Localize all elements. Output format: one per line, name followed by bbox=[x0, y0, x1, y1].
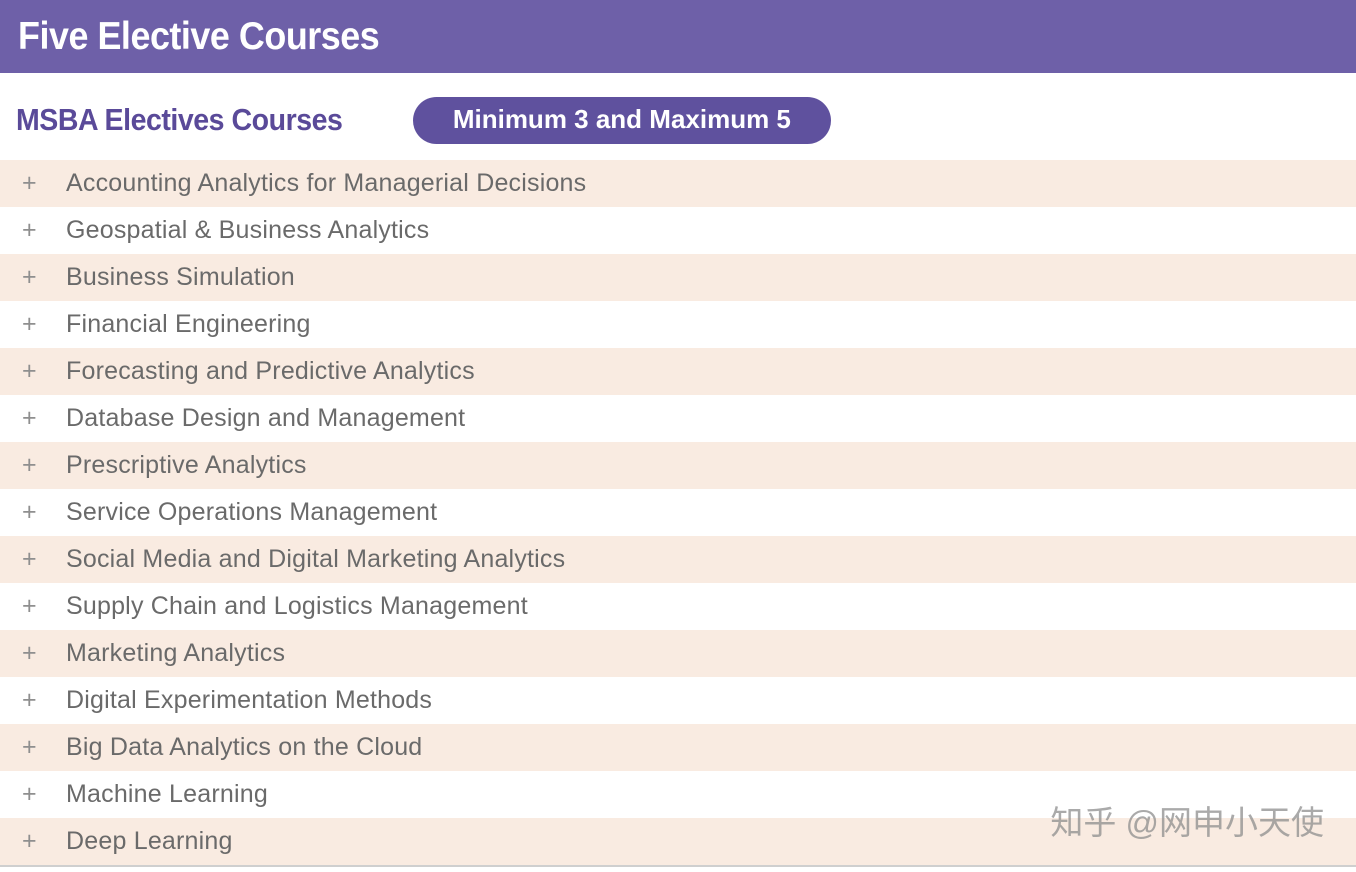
section-header: MSBA Electives Courses Minimum 3 and Max… bbox=[0, 94, 1356, 146]
course-title: Machine Learning bbox=[66, 780, 268, 808]
expand-plus-icon[interactable]: + bbox=[22, 263, 37, 291]
course-title: Database Design and Management bbox=[66, 404, 466, 432]
course-list: + Accounting Analytics for Managerial Dec… bbox=[0, 160, 1356, 867]
page-title: Five Elective Courses bbox=[18, 14, 380, 58]
course-title: Forecasting and Predictive Analytics bbox=[66, 357, 475, 385]
expand-plus-icon[interactable]: + bbox=[22, 686, 37, 714]
course-row[interactable]: + Prescriptive Analytics bbox=[0, 442, 1356, 489]
min-max-badge: Minimum 3 and Maximum 5 bbox=[412, 96, 831, 144]
expand-plus-icon[interactable]: + bbox=[22, 592, 37, 620]
course-title: Geospatial & Business Analytics bbox=[66, 216, 430, 244]
expand-plus-icon[interactable]: + bbox=[22, 827, 37, 855]
course-row[interactable]: + Big Data Analytics on the Cloud bbox=[0, 724, 1356, 771]
course-title: Prescriptive Analytics bbox=[66, 451, 307, 479]
course-row[interactable]: + Marketing Analytics bbox=[0, 630, 1356, 677]
course-title: Service Operations Management bbox=[66, 498, 438, 526]
course-row[interactable]: + Business Simulation bbox=[0, 254, 1356, 301]
course-title: Accounting Analytics for Managerial Deci… bbox=[66, 169, 587, 197]
course-row[interactable]: + Forecasting and Predictive Analytics bbox=[0, 348, 1356, 395]
course-title: Deep Learning bbox=[66, 827, 233, 855]
course-row[interactable]: + Digital Experimentation Methods bbox=[0, 677, 1356, 724]
course-row[interactable]: + Machine Learning bbox=[0, 771, 1356, 818]
expand-plus-icon[interactable]: + bbox=[22, 357, 37, 385]
expand-plus-icon[interactable]: + bbox=[22, 216, 37, 244]
course-row[interactable]: + Deep Learning bbox=[0, 818, 1356, 865]
expand-plus-icon[interactable]: + bbox=[22, 451, 37, 479]
page-banner: Five Elective Courses bbox=[0, 0, 1356, 73]
course-row[interactable]: + Database Design and Management bbox=[0, 395, 1356, 442]
course-row[interactable]: + Financial Engineering bbox=[0, 301, 1356, 348]
course-title: Marketing Analytics bbox=[66, 639, 286, 667]
course-title: Supply Chain and Logistics Management bbox=[66, 592, 528, 620]
expand-plus-icon[interactable]: + bbox=[22, 733, 37, 761]
course-row[interactable]: + Geospatial & Business Analytics bbox=[0, 207, 1356, 254]
course-title: Financial Engineering bbox=[66, 310, 311, 338]
course-title: Digital Experimentation Methods bbox=[66, 686, 433, 714]
expand-plus-icon[interactable]: + bbox=[22, 169, 37, 197]
course-row[interactable]: + Supply Chain and Logistics Management bbox=[0, 583, 1356, 630]
course-title: Big Data Analytics on the Cloud bbox=[66, 733, 423, 761]
expand-plus-icon[interactable]: + bbox=[22, 545, 37, 573]
expand-plus-icon[interactable]: + bbox=[22, 404, 37, 432]
course-row[interactable]: + Accounting Analytics for Managerial Dec… bbox=[0, 160, 1356, 207]
course-title: Business Simulation bbox=[66, 263, 295, 291]
expand-plus-icon[interactable]: + bbox=[22, 310, 37, 338]
expand-plus-icon[interactable]: + bbox=[22, 780, 37, 808]
expand-plus-icon[interactable]: + bbox=[22, 639, 37, 667]
expand-plus-icon[interactable]: + bbox=[22, 498, 37, 526]
course-row[interactable]: + Service Operations Management bbox=[0, 489, 1356, 536]
course-title: Social Media and Digital Marketing Analy… bbox=[66, 545, 566, 573]
section-title: MSBA Electives Courses bbox=[16, 102, 343, 137]
course-row[interactable]: + Social Media and Digital Marketing Anal… bbox=[0, 536, 1356, 583]
